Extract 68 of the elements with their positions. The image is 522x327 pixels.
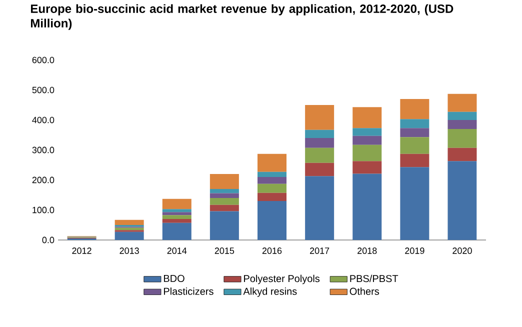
- bar: [305, 138, 334, 148]
- bar: [352, 144, 382, 162]
- bar: [258, 177, 287, 184]
- bar: [210, 174, 239, 189]
- bar: [258, 154, 287, 172]
- y-tick-label: 200.0: [32, 176, 54, 184]
- bar: [162, 215, 192, 219]
- bar: [258, 172, 287, 178]
- bar: [400, 137, 430, 154]
- bar: [210, 211, 239, 240]
- bar: [305, 105, 334, 130]
- bar: [448, 94, 477, 112]
- legend-label: Polyester Polyols: [244, 274, 320, 284]
- legend-label: Others: [350, 288, 380, 295]
- chart-title: Europe bio-succinic acid market revenue by application, 2012-2020, (USD Million): [31, 4, 454, 30]
- bar: [305, 130, 334, 138]
- bar: [258, 184, 287, 193]
- bar: [162, 212, 192, 216]
- bar: [448, 112, 477, 120]
- bar: [448, 129, 477, 148]
- bar: [352, 128, 382, 136]
- bar: [305, 162, 334, 176]
- bar: [162, 219, 192, 223]
- bar: [258, 192, 287, 201]
- bar: [400, 128, 430, 138]
- bar: [352, 136, 382, 145]
- bar: [305, 148, 334, 163]
- bar: [400, 99, 430, 120]
- x-tick-label: 2020: [452, 248, 472, 254]
- bar: [114, 220, 144, 225]
- x-tick-label: 2015: [214, 248, 234, 254]
- y-tick-label: 400.0: [32, 116, 54, 124]
- bar: [400, 167, 430, 240]
- bar: [210, 198, 239, 205]
- bar: [448, 161, 477, 240]
- bar: [114, 232, 144, 240]
- y-tick-label: 600.0: [32, 56, 54, 64]
- x-tick-label: 2013: [120, 248, 139, 254]
- y-tick-label: 300.0: [32, 146, 54, 154]
- bar: [352, 107, 382, 128]
- y-tick-label: 500.0: [32, 86, 54, 94]
- x-tick-label: 2016: [262, 248, 282, 254]
- y-tick-label: 0.0: [42, 236, 54, 244]
- bar: [352, 161, 382, 174]
- legend-label: Alkyd resins: [243, 288, 297, 297]
- x-tick-label: 2014: [167, 248, 187, 254]
- legend-label: PBS/PBST: [350, 274, 398, 282]
- bar: [400, 119, 430, 128]
- bar: [162, 209, 192, 212]
- legend-label: BDO: [164, 274, 184, 282]
- bar: [210, 193, 239, 198]
- bar: [352, 174, 382, 240]
- bar: [162, 198, 192, 210]
- bar: [305, 176, 334, 240]
- x-tick-label: 2018: [358, 248, 377, 254]
- x-tick-label: 2017: [310, 248, 330, 254]
- x-tick-label: 2019: [405, 248, 424, 254]
- bar: [258, 201, 287, 240]
- y-tick-label: 100.0: [32, 206, 54, 214]
- legend-label: Plasticizers: [164, 288, 214, 295]
- bar: [114, 228, 144, 230]
- bar: [210, 204, 239, 212]
- bar: [400, 154, 430, 168]
- bar: [448, 120, 477, 130]
- x-tick-label: 2012: [72, 248, 92, 254]
- bar: [210, 189, 239, 194]
- bar: [162, 222, 192, 240]
- bar: [448, 148, 477, 162]
